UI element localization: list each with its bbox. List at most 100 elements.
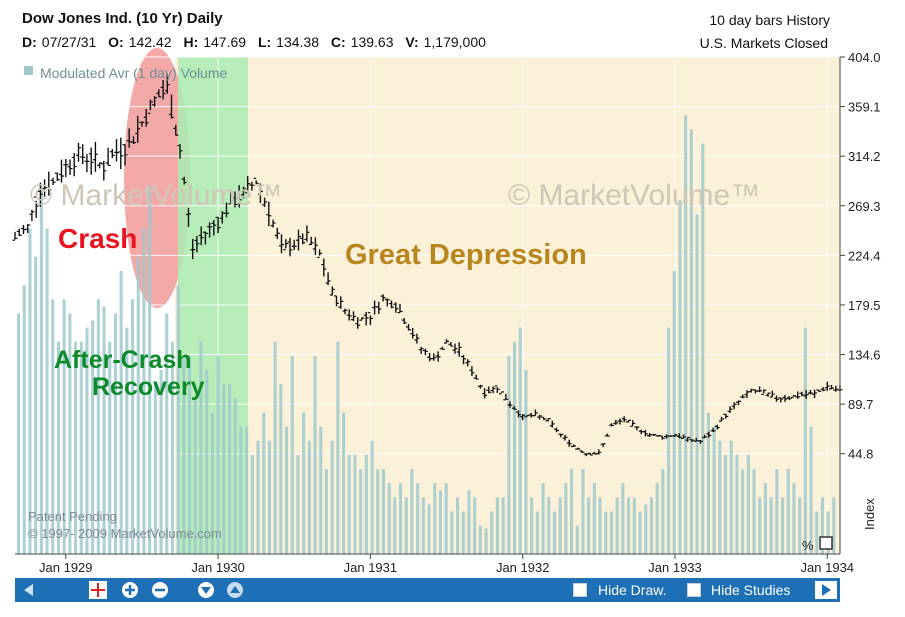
watermark-left: © MarketVolume™ — [30, 179, 282, 212]
scroll-left-icon[interactable] — [21, 582, 37, 600]
annotation-after-crash: After-Crash — [54, 346, 192, 374]
volume-bar — [735, 454, 739, 554]
y-tick-label: 134.6 — [848, 348, 881, 363]
volume-bar — [176, 285, 180, 554]
ohlc-high: 147.69 — [203, 34, 247, 50]
volume-bar — [399, 483, 403, 554]
zoom-in-icon[interactable] — [121, 581, 139, 599]
hide-draw-label[interactable]: Hide Draw. — [598, 582, 667, 598]
volume-bar — [518, 327, 522, 554]
volume-bar — [438, 490, 442, 554]
bar-interval-label[interactable]: 10 day bars History — [709, 12, 830, 28]
volume-bar — [832, 497, 836, 554]
volume-bar — [815, 511, 819, 554]
volume-bar — [444, 483, 448, 554]
hide-draw-checkbox[interactable] — [573, 583, 587, 597]
volume-bar — [205, 370, 209, 554]
scroll-down-icon[interactable] — [197, 581, 215, 599]
zoom-out-icon[interactable] — [151, 581, 169, 599]
volume-bar — [530, 497, 534, 554]
volume-bar — [313, 355, 317, 554]
volume-bar — [410, 469, 414, 554]
y-tick-label: 314.2 — [848, 149, 881, 164]
volume-bar — [148, 186, 152, 554]
volume-bar — [421, 497, 425, 554]
crosshair-icon[interactable] — [89, 581, 107, 599]
volume-bar — [484, 528, 488, 554]
volume-bar — [85, 327, 89, 554]
volume-bar — [119, 271, 123, 554]
volume-bar — [695, 214, 699, 554]
ohlc-readout: D: 07/27/31 O: 142.42 H: 147.69 L: 134.38 C:… — [22, 34, 486, 50]
volume-bar — [649, 497, 653, 554]
volume-bar — [615, 497, 619, 554]
volume-bar — [56, 341, 60, 554]
volume-bar — [302, 412, 306, 554]
volume-bar — [199, 341, 203, 554]
volume-bar — [450, 511, 454, 554]
y-tick-label: 224.4 — [848, 248, 881, 263]
percent-toggle[interactable] — [819, 536, 833, 550]
y-tick-label: 359.1 — [848, 100, 881, 115]
volume-bar — [729, 440, 733, 554]
volume-bar — [604, 511, 608, 554]
volume-bar — [763, 483, 767, 554]
volume-bar — [188, 355, 192, 554]
price-volume-chart[interactable]: 404.0 359.1 314.2 269.3 224.4 179.5 134.6 89.7 4… — [0, 0, 905, 578]
volume-bar — [131, 299, 135, 554]
volume-bar — [621, 483, 625, 554]
volume-bar — [781, 497, 785, 554]
volume-bar — [752, 469, 756, 554]
volume-bar — [404, 497, 408, 554]
ohlc-open-key: O: — [108, 34, 124, 50]
copyright: © 1997- 2009 MarketVolume.com — [28, 526, 222, 541]
volume-bar — [228, 384, 232, 554]
volume-bar — [632, 497, 636, 554]
volume-bar — [495, 497, 499, 554]
volume-bar — [667, 327, 671, 554]
watermark-right: © MarketVolume™ — [508, 179, 760, 212]
volume-bar — [28, 228, 32, 554]
volume-bar — [638, 511, 642, 554]
hide-studies-checkbox[interactable] — [687, 583, 701, 597]
volume-bar — [581, 469, 585, 554]
volume-bar — [701, 143, 705, 554]
volume-bar — [501, 497, 505, 554]
volume-bar — [193, 398, 197, 554]
volume-bar — [792, 483, 796, 554]
volume-bar — [684, 115, 688, 555]
volume-bar — [678, 200, 682, 554]
scroll-right-icon[interactable] — [815, 581, 837, 599]
volume-bar — [142, 228, 146, 554]
volume-bar — [416, 483, 420, 554]
volume-bar — [102, 306, 106, 554]
volume-bar — [473, 497, 477, 554]
x-tick-label: Jan 1930 — [191, 560, 245, 575]
y-tick-label: 404.0 — [848, 50, 881, 65]
annotation-recovery: Recovery — [92, 373, 205, 401]
volume-bar — [307, 440, 311, 554]
volume-bar — [758, 497, 762, 554]
volume-bar — [342, 412, 346, 554]
x-tick-label: Jan 1933 — [648, 560, 702, 575]
y-tick-label: 179.5 — [848, 298, 881, 313]
volume-bar — [62, 299, 66, 554]
x-tick-label: Jan 1934 — [801, 560, 855, 575]
x-tick-label: Jan 1932 — [496, 560, 550, 575]
x-tick-label: Jan 1929 — [39, 560, 93, 575]
volume-bar — [803, 327, 807, 554]
y-axis-title: Index — [862, 498, 877, 530]
hide-studies-label[interactable]: Hide Studies — [711, 582, 791, 598]
volume-bar — [427, 504, 431, 554]
volume-bar — [125, 327, 129, 554]
volume-bar — [712, 426, 716, 554]
percent-label: % — [802, 538, 814, 553]
volume-bar — [724, 454, 728, 554]
volume-bar — [786, 469, 790, 554]
volume-bar — [769, 497, 773, 554]
scroll-up-icon[interactable] — [226, 581, 244, 599]
volume-bar — [809, 426, 813, 554]
volume-bar — [746, 454, 750, 554]
volume-bar — [182, 355, 186, 554]
ohlc-volume: 1,179,000 — [423, 34, 486, 50]
